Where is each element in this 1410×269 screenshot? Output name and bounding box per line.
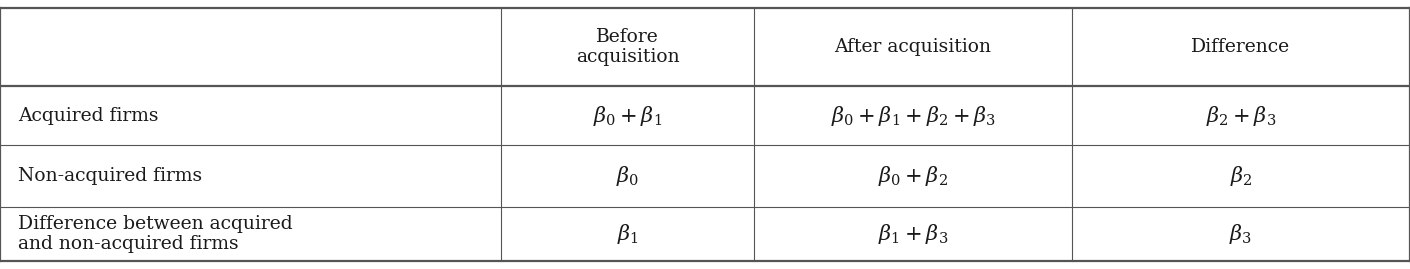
Text: $\beta_1$: $\beta_1$ (616, 222, 639, 246)
Text: $\beta_0 + \beta_1 + \beta_2 + \beta_3$: $\beta_0 + \beta_1 + \beta_2 + \beta_3$ (830, 104, 995, 128)
Text: After acquisition: After acquisition (835, 38, 991, 56)
Text: $\beta_0 + \beta_1$: $\beta_0 + \beta_1$ (592, 104, 663, 128)
Text: Non-acquired firms: Non-acquired firms (18, 167, 203, 185)
Text: $\beta_0$: $\beta_0$ (616, 164, 639, 188)
Text: $\beta_2$: $\beta_2$ (1230, 164, 1252, 188)
Text: Before
acquisition: Before acquisition (575, 28, 680, 66)
Text: $\beta_3$: $\beta_3$ (1230, 222, 1252, 246)
Text: $\beta_0 + \beta_2$: $\beta_0 + \beta_2$ (878, 164, 948, 188)
Text: Difference between acquired
and non-acquired firms: Difference between acquired and non-acqu… (18, 215, 293, 253)
Text: $\beta_2 + \beta_3$: $\beta_2 + \beta_3$ (1206, 104, 1276, 128)
Text: Difference: Difference (1191, 38, 1290, 56)
Text: $\beta_1 + \beta_3$: $\beta_1 + \beta_3$ (878, 222, 948, 246)
Text: Acquired firms: Acquired firms (18, 107, 159, 125)
